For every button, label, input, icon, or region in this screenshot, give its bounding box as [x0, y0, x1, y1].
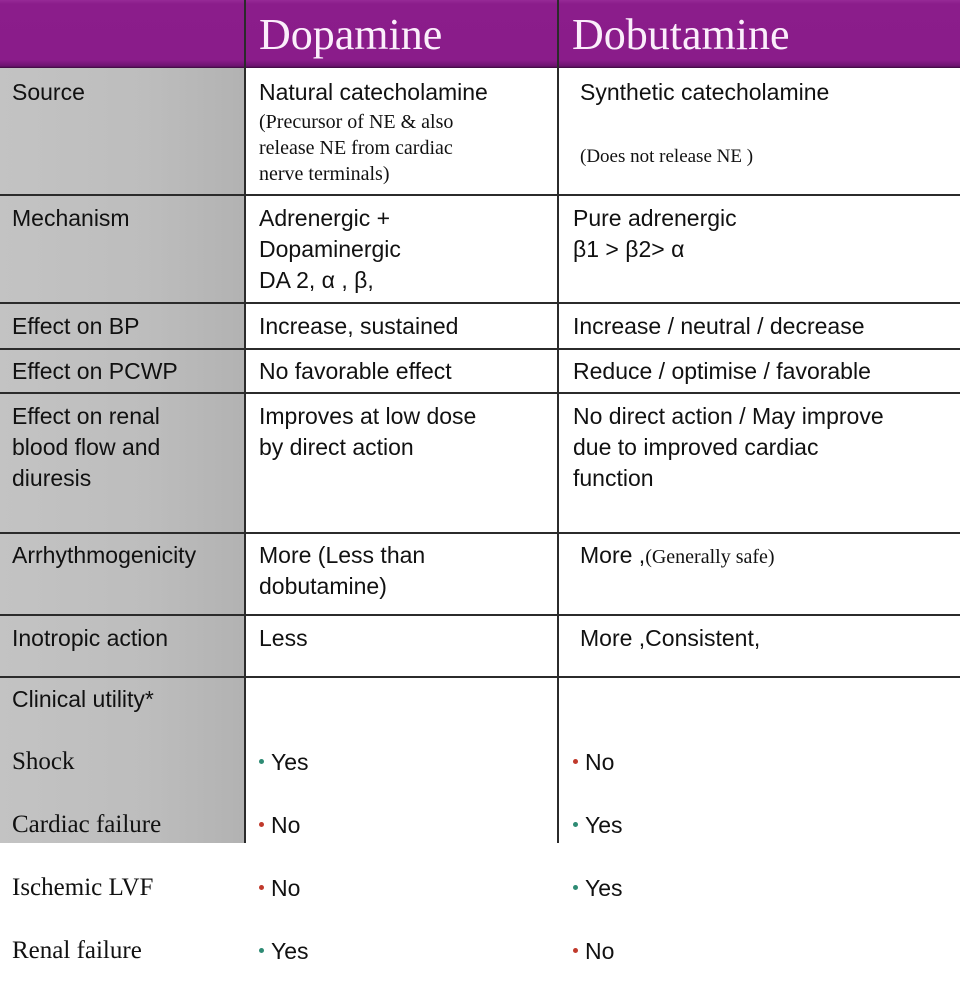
column-divider [244, 0, 246, 843]
dopamine-cell: Improves at low dose by direct action [259, 403, 477, 460]
dobutamine-note: (Does not release NE ) [580, 146, 754, 167]
dobutamine-note: (Generally safe) [645, 546, 775, 568]
dopamine-cell: Adrenergic + Dopaminergic DA 2, α , β, [259, 205, 401, 293]
row-label: Arrhythmogenicity [12, 542, 197, 568]
bullet-icon [573, 822, 578, 828]
dobutamine-main: More , [580, 542, 646, 568]
dopamine-cell: Increase, sustained [259, 313, 459, 339]
row-label: Inotropic action [12, 625, 168, 651]
row-divider [0, 614, 960, 616]
row-label: Source [12, 79, 85, 105]
utility-value: Yes [585, 812, 623, 838]
row-divider [0, 392, 960, 394]
list-item: Yes [259, 746, 309, 778]
row-label: Effect on PCWP [12, 358, 178, 384]
bullet-icon [573, 948, 578, 954]
dopamine-cell: More (Less than dobutamine) [259, 542, 426, 599]
dopamine-cell: Natural catecholamine [259, 79, 488, 105]
list-item: Yes [573, 872, 623, 904]
dobutamine-utility-list: No Yes Yes No [573, 715, 623, 998]
utility-value: Yes [271, 938, 309, 964]
row-divider [0, 302, 960, 304]
comparison-table: Dopamine Dobutamine Source Natural catec… [0, 0, 960, 964]
list-item: No [573, 746, 623, 778]
row-label: Mechanism [12, 205, 130, 231]
list-item: No [573, 935, 623, 967]
dobutamine-cell: Pure adrenergic β1 > β2> α [573, 205, 737, 262]
condition-ischemic-lvf: Ischemic LVF [12, 874, 154, 901]
list-item: Yes [259, 935, 309, 967]
condition-renal-failure: Renal failure [12, 937, 142, 964]
dobutamine-cell: Synthetic catecholamine [580, 79, 830, 105]
bullet-icon [259, 822, 264, 828]
dobutamine-cell: More ,(Generally safe) [580, 540, 775, 573]
header-dobutamine: Dobutamine [572, 10, 790, 59]
dopamine-cell: Less [259, 625, 308, 651]
row-divider [0, 348, 960, 350]
row-label: Effect on BP [12, 313, 140, 339]
row-label: Effect on renal blood flow and diuresis [12, 403, 161, 491]
list-item: No [259, 872, 309, 904]
bullet-icon [573, 759, 578, 765]
condition-list: Shock Cardiac failure Ischemic LVF Renal… [12, 715, 161, 998]
dobutamine-cell: Increase / neutral / decrease [573, 313, 865, 339]
header-empty-cell [0, 0, 245, 68]
table-header: Dopamine Dobutamine [0, 0, 960, 68]
utility-value: No [271, 812, 301, 838]
column-divider [557, 0, 559, 843]
utility-value: No [585, 938, 615, 964]
row-divider [0, 532, 960, 534]
utility-value: No [585, 749, 615, 775]
clinical-utility-label: Clinical utility* [12, 686, 154, 712]
header-dopamine: Dopamine [259, 10, 443, 59]
row-divider [0, 194, 960, 196]
utility-value: Yes [271, 749, 309, 775]
dopamine-cell: No favorable effect [259, 358, 452, 384]
bullet-icon [573, 885, 578, 891]
bullet-icon [259, 885, 264, 891]
label-column [0, 68, 245, 843]
list-item: Yes [573, 809, 623, 841]
dobutamine-cell: Reduce / optimise / favorable [573, 358, 871, 384]
dobutamine-cell: No direct action / May improve due to im… [573, 403, 884, 491]
dopamine-utility-list: Yes No No Yes [259, 715, 309, 998]
row-divider [0, 676, 960, 678]
utility-value: Yes [585, 875, 623, 901]
dopamine-note: (Precursor of NE & also release NE from … [259, 111, 454, 185]
bullet-icon [259, 948, 264, 954]
bullet-icon [259, 759, 264, 765]
dobutamine-cell: More ,Consistent, [580, 625, 761, 651]
list-item: No [259, 809, 309, 841]
condition-shock: Shock [12, 748, 75, 775]
utility-value: No [271, 875, 301, 901]
condition-cardiac-failure: Cardiac failure [12, 811, 162, 838]
